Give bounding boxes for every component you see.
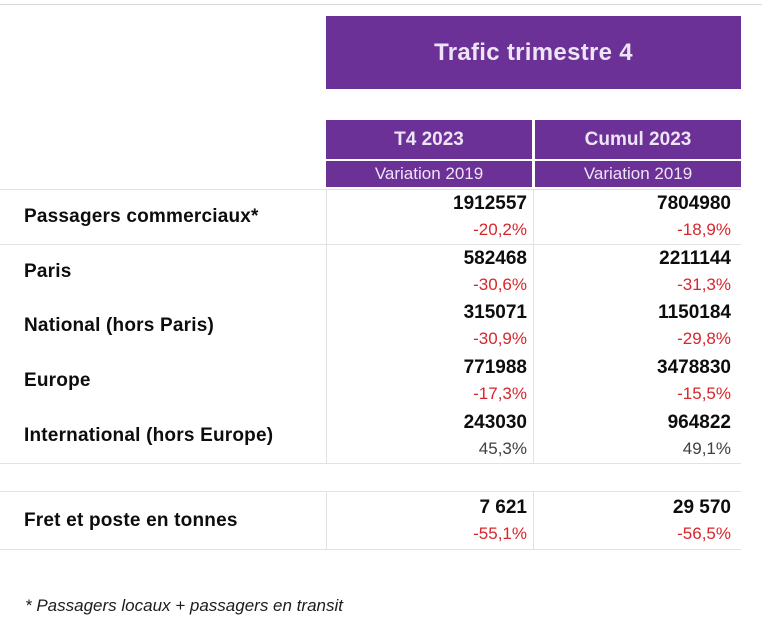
data-cell: 315071 -30,9% — [326, 299, 533, 354]
freight-row-section: Fret et poste en tonnes 7 621 -55,1% 29 … — [0, 491, 741, 550]
cell-value: 29 570 — [672, 496, 731, 518]
table-row: Passagers commerciaux* 1912557 -20,2% 78… — [0, 190, 741, 245]
column-headers: T4 2023 Variation 2019 Cumul 2023 Variat… — [326, 120, 741, 187]
data-cell: 2211144 -31,3% — [533, 244, 740, 300]
cell-variation: -17,3% — [473, 384, 527, 404]
page-title: Trafic trimestre 4 — [326, 16, 741, 89]
data-cell: 243030 45,3% — [326, 408, 533, 463]
data-cell: 1912557 -20,2% — [326, 190, 533, 244]
cell-value: 1912557 — [453, 192, 527, 214]
data-cell: 582468 -30,6% — [326, 244, 533, 300]
column-header-sublabel: Variation 2019 — [326, 161, 532, 187]
data-cell: 29 570 -56,5% — [533, 492, 740, 549]
traffic-rows-body: Passagers commerciaux* 1912557 -20,2% 78… — [0, 189, 741, 464]
cell-variation: -30,9% — [473, 329, 527, 349]
cell-value: 2211144 — [659, 247, 731, 269]
table-row: Fret et poste en tonnes 7 621 -55,1% 29 … — [0, 492, 741, 549]
cell-variation: -30,6% — [473, 274, 527, 294]
data-cell: 7804980 -18,9% — [533, 190, 740, 244]
column-header-sublabel: Variation 2019 — [535, 161, 741, 187]
cell-variation: -55,1% — [473, 523, 527, 543]
row-label: Europe — [24, 370, 91, 392]
cell-value: 964822 — [667, 411, 731, 433]
table-row: International (hors Europe) 243030 45,3%… — [0, 408, 741, 463]
table-row: Paris 582468 -30,6% 2211144 -31,3% — [0, 244, 741, 300]
cell-variation: -15,5% — [677, 384, 731, 404]
column-header-label: Cumul 2023 — [535, 120, 741, 159]
column-header-cumul-2023: Cumul 2023 Variation 2019 — [535, 120, 741, 187]
table-row: Europe 771988 -17,3% 3478830 -15,5% — [0, 353, 741, 409]
row-label: Paris — [24, 260, 72, 282]
cell-value: 315071 — [463, 302, 527, 324]
row-label: Fret et poste en tonnes — [24, 509, 238, 531]
table-row: National (hors Paris) 315071 -30,9% 1150… — [0, 299, 741, 354]
data-cell: 7 621 -55,1% — [326, 492, 533, 549]
cell-value: 1150184 — [658, 302, 731, 324]
cell-variation: -56,5% — [677, 523, 731, 543]
cell-value: 3478830 — [657, 357, 731, 379]
data-cell: 771988 -17,3% — [326, 353, 533, 409]
row-label: Passagers commerciaux* — [24, 205, 259, 227]
cell-value: 7804980 — [657, 192, 731, 214]
top-divider-line — [0, 4, 762, 5]
cell-variation: 45,3% — [478, 438, 527, 458]
cell-variation: -18,9% — [677, 219, 731, 239]
row-label: International (hors Europe) — [24, 424, 274, 446]
cell-variation: 49,1% — [682, 438, 731, 458]
row-label: National (hors Paris) — [24, 315, 215, 337]
column-header-label: T4 2023 — [326, 120, 532, 159]
cell-variation: -20,2% — [473, 219, 527, 239]
cell-value: 243030 — [463, 411, 527, 433]
cell-value: 771988 — [463, 357, 527, 379]
data-cell: 3478830 -15,5% — [533, 353, 740, 409]
column-header-t4-2023: T4 2023 Variation 2019 — [326, 120, 532, 187]
cell-value: 7 621 — [479, 496, 527, 518]
cell-value: 582468 — [463, 247, 527, 269]
cell-variation: -29,8% — [677, 329, 731, 349]
cell-variation: -31,3% — [677, 274, 731, 294]
data-cell: 964822 49,1% — [533, 408, 740, 463]
data-cell: 1150184 -29,8% — [533, 299, 740, 354]
footnote: * Passagers locaux + passagers en transi… — [25, 596, 343, 615]
